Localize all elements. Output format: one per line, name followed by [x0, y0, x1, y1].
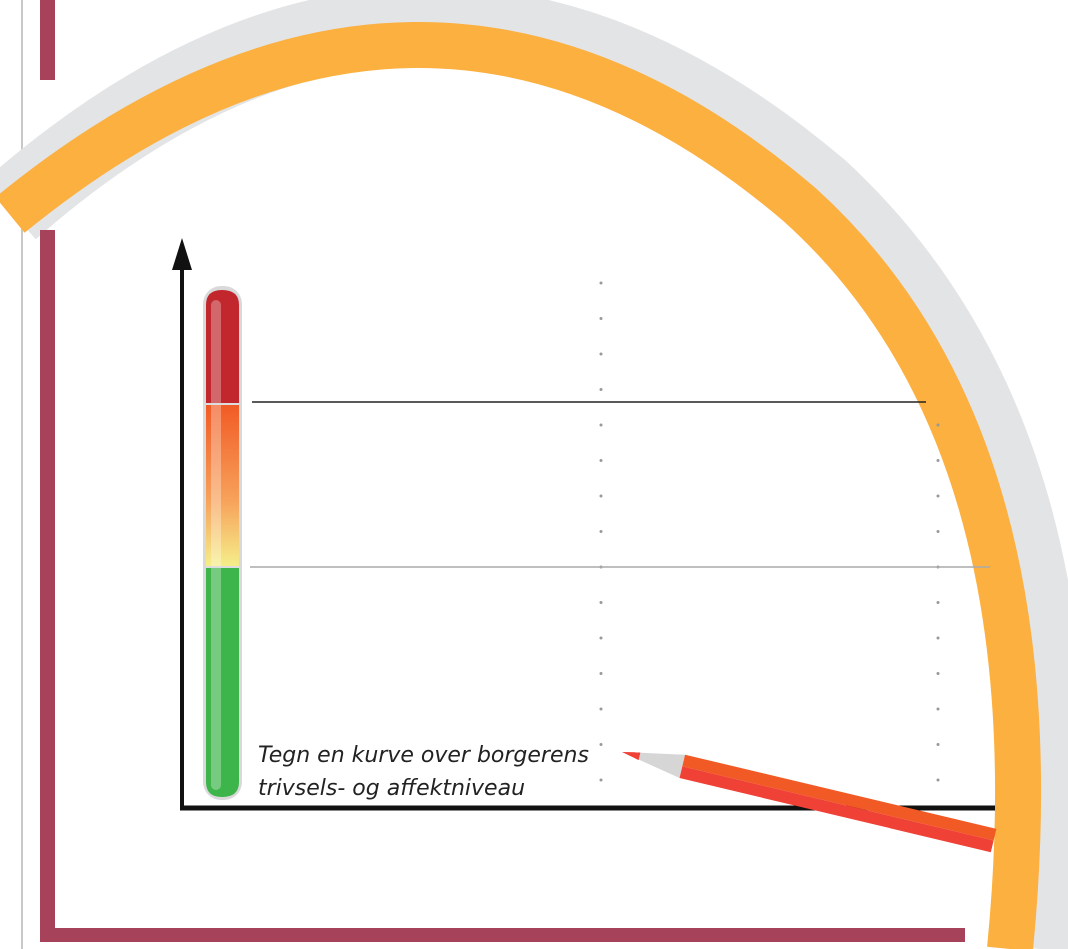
arc: [0, 22, 1042, 949]
caption-line: Tegn en kurve over borgerens: [258, 743, 589, 768]
red-zone: [206, 290, 239, 404]
y-arrow: [172, 238, 192, 270]
caption-line: trivsels- og affektniveau: [258, 776, 525, 801]
pencil-body-bottom: [679, 766, 994, 853]
frame-top: [40, 0, 55, 80]
frame-bottom: [40, 928, 965, 942]
orange-zone: [206, 404, 239, 567]
pencil-body-top: [682, 754, 997, 841]
highlight: [211, 300, 221, 790]
frame-left: [40, 230, 55, 942]
thermometer: [203, 286, 242, 800]
green-zone: [206, 567, 239, 797]
pencil-tip: [622, 752, 641, 761]
pencil: [622, 752, 997, 853]
